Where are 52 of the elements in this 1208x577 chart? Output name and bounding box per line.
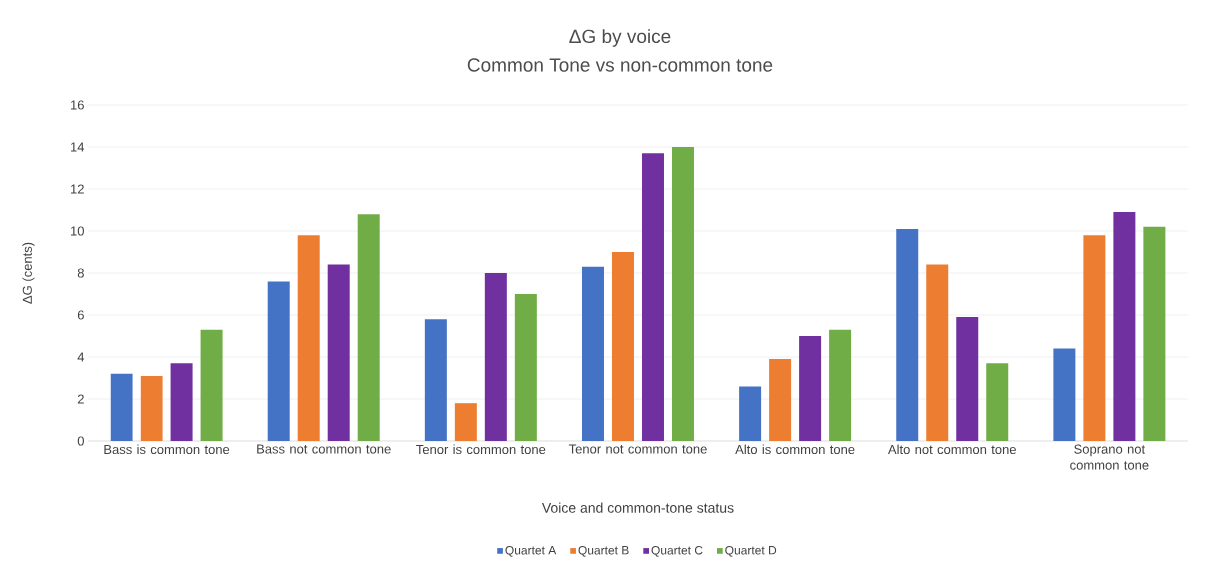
bar [1053, 348, 1076, 441]
bar [829, 329, 852, 441]
bar [671, 146, 694, 441]
bar [611, 251, 634, 441]
bar [799, 335, 822, 441]
bar [357, 214, 380, 441]
bar [297, 235, 320, 441]
x-axis-title: Voice and common-tone status [541, 502, 734, 513]
bar [267, 281, 290, 441]
bar [514, 293, 537, 441]
bar [484, 272, 507, 441]
y-tick-label: 6 [77, 310, 84, 320]
bar [769, 359, 792, 441]
y-tick-label: 10 [71, 226, 84, 236]
bar [641, 153, 664, 441]
y-tick-label: 16 [71, 100, 84, 110]
bar [1113, 212, 1136, 441]
legend-label: Quartet B [578, 545, 629, 557]
y-axis-title: ΔG (cents) [22, 242, 35, 304]
legend-label: Quartet C [651, 545, 703, 557]
y-tick-label: 8 [77, 268, 84, 278]
bar [327, 264, 350, 441]
x-tick-label: Soprano not common tone [1070, 444, 1149, 470]
y-tick-label: 14 [71, 142, 85, 152]
chart-title: ΔG by voice [569, 29, 671, 47]
y-tick-label: 2 [77, 394, 84, 404]
bar [581, 266, 604, 441]
bar [986, 363, 1009, 441]
x-tick-label: Bass not common tone [257, 444, 391, 454]
bar [1143, 226, 1166, 441]
legend-label: Quartet D [725, 545, 777, 557]
y-tick-label: 12 [71, 184, 84, 194]
legend-label: Quartet A [505, 545, 557, 557]
bar [739, 386, 762, 441]
bar [140, 375, 163, 441]
bar [170, 363, 193, 441]
x-tick-label: Alto not common tone [887, 444, 1016, 455]
x-tick-label: Alto is common tone [735, 444, 855, 455]
bar [926, 264, 949, 441]
bar [956, 317, 979, 441]
bar [454, 403, 477, 441]
bar [896, 228, 919, 441]
y-tick-label: 4 [77, 352, 85, 362]
x-tick-label: Tenor is common tone [416, 444, 546, 455]
x-tick-label: Tenor not common tone [568, 444, 707, 454]
x-tick-label: Bass is common tone [104, 444, 230, 455]
bar [1083, 235, 1106, 441]
y-tick-label: 0 [77, 436, 84, 446]
bar [200, 329, 223, 441]
bar [110, 373, 133, 441]
chart-subtitle: Common Tone vs non-common tone [467, 58, 773, 72]
bar [424, 319, 447, 441]
